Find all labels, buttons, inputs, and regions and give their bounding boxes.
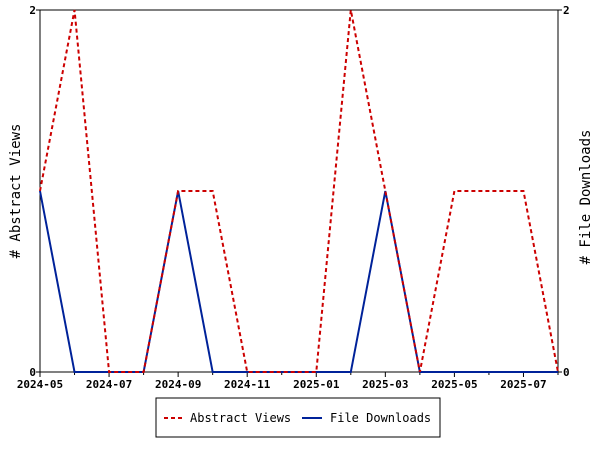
y-left-tick-label-2: 2 [29,4,36,17]
y-left-tick-label-0: 0 [29,366,36,379]
legend-box [155,397,441,438]
series-layer [39,9,559,373]
series-line-abstract-views [39,9,559,373]
x-tick-label-2024-11: 2024-11 [224,378,271,391]
legend-label-file-downloads: File Downloads [330,411,431,425]
y-axis-right-title: # File Downloads [578,130,594,265]
y-axis: 0 2 0 2 [29,4,569,379]
x-tick-label-2025-01: 2025-01 [293,378,340,391]
y-axis-left-title: # Abstract Views [8,124,24,259]
legend: Abstract Views File Downloads [155,397,441,438]
x-tick-label-2024-09: 2024-09 [155,378,201,391]
y-right-tick-label-2: 2 [563,4,570,17]
x-tick-label-2025-05: 2025-05 [431,378,477,391]
y-right-tick-label-0: 0 [563,366,570,379]
legend-label-abstract-views: Abstract Views [190,411,291,425]
x-tick-label-2025-03: 2025-03 [362,378,408,391]
x-tick-label-2024-05: 2024-05 [17,378,63,391]
x-tick-label-2025-07: 2025-07 [500,378,546,391]
x-axis: 2024-05 2024-07 2024-09 2024-11 2025-01 2025-… [17,372,559,391]
x-tick-label-2024-07: 2024-07 [86,378,132,391]
